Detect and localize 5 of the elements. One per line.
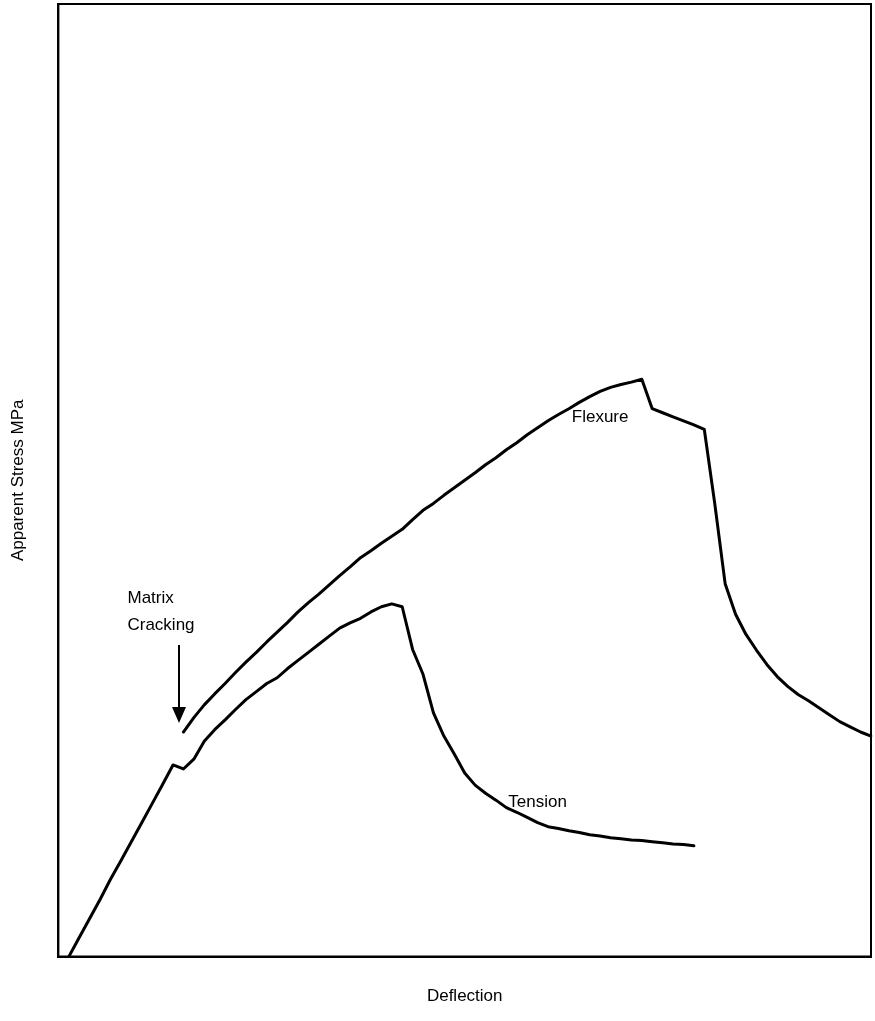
x-axis-title: Deflection [426,986,503,1006]
series-label: Tension [508,792,567,812]
annotation: Matrix Cracking [127,588,195,635]
y-axis-title: Apparent Stress MPa [7,398,27,562]
series-label: Flexure [571,407,629,427]
